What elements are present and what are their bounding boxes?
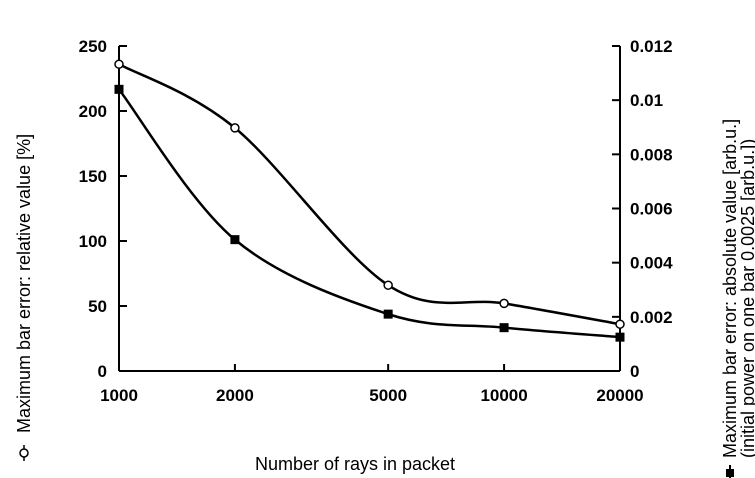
y-left-axis-title: Maximum bar error: relative value [%] xyxy=(14,134,34,433)
y-left-tick-label: 200 xyxy=(79,102,107,121)
series xyxy=(114,59,625,342)
x-tick-label: 5000 xyxy=(369,386,407,405)
y-right-tick-label: 0.012 xyxy=(630,37,673,56)
y-right-tick-label: 0 xyxy=(630,362,639,381)
data-point-open-circle xyxy=(615,319,625,329)
y-right-axis-title-line1: Maximum bar error: absolute value [arb.u… xyxy=(720,119,740,458)
ticks: 1000 2000 5000 10000 20000 0 50 100 150 200 250 0 0.… xyxy=(79,37,673,405)
y-left-axis-title-group: Maximum bar error: relative value [%] xyxy=(14,134,34,461)
data-point-open-circle xyxy=(230,123,240,133)
y-left-tick-label: 0 xyxy=(98,362,107,381)
data-point-filled-square xyxy=(383,309,393,319)
x-axis-title: Number of rays in packet xyxy=(255,454,455,474)
data-point-filled-square xyxy=(114,84,124,94)
y-left-tick-label: 50 xyxy=(88,297,107,316)
y-left-tick-label: 150 xyxy=(79,167,107,186)
y-right-axis-title-group: Maximum bar error: absolute value [arb.u… xyxy=(720,119,755,478)
x-tick-label: 10000 xyxy=(480,386,527,405)
x-tick-label: 1000 xyxy=(100,386,138,405)
legend-filled-square-marker xyxy=(726,465,734,478)
y-right-tick-label: 0.002 xyxy=(630,308,673,327)
data-point-open-circle xyxy=(499,298,509,309)
series-absolute-line xyxy=(118,88,621,339)
data-point-open-circle xyxy=(114,59,124,69)
data-point-filled-square xyxy=(615,332,625,342)
y-right-tick-label: 0.008 xyxy=(630,145,673,164)
y-right-axis-title-line2: (initial power on one bar 0.0025 [arb.u.… xyxy=(738,139,755,458)
data-point-filled-square xyxy=(230,235,240,245)
y-right-tick-label: 0.004 xyxy=(630,254,673,273)
y-left-tick-label: 250 xyxy=(79,37,107,56)
axes xyxy=(118,46,621,372)
legend-open-circle-marker xyxy=(19,445,29,461)
x-tick-label: 20000 xyxy=(596,386,643,405)
data-point-open-circle xyxy=(383,280,393,290)
series-relative-line xyxy=(118,63,621,326)
data-point-filled-square xyxy=(499,323,509,333)
y-right-tick-label: 0.01 xyxy=(630,91,663,110)
x-tick-label: 2000 xyxy=(216,386,254,405)
y-right-tick-label: 0.006 xyxy=(630,200,673,219)
y-left-tick-label: 100 xyxy=(79,232,107,251)
